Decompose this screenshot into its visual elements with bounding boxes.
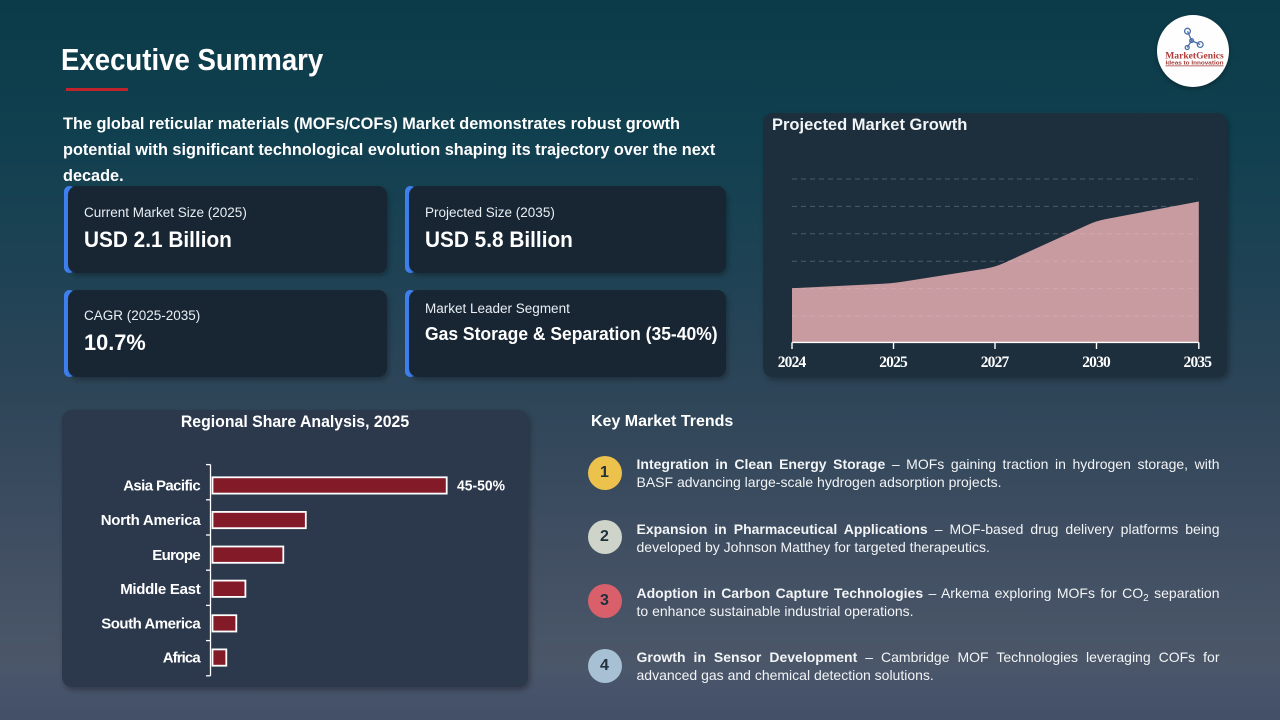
svg-text:2027: 2027: [981, 354, 1010, 371]
svg-text:2024: 2024: [778, 354, 807, 371]
svg-text:2030: 2030: [1082, 354, 1111, 371]
svg-text:Asia Pacific: Asia Pacific: [123, 478, 201, 495]
svg-text:North America: North America: [101, 512, 202, 529]
svg-text:45-50%: 45-50%: [457, 478, 505, 495]
svg-text:South America: South America: [101, 616, 201, 633]
svg-text:Ideas to Innovation: Ideas to Innovation: [1166, 61, 1225, 67]
svg-text:Middle East: Middle East: [120, 581, 201, 598]
svg-text:Africa: Africa: [163, 650, 202, 667]
svg-text:Europe: Europe: [152, 547, 201, 564]
svg-text:MarketGenics: MarketGenics: [1165, 51, 1224, 62]
svg-text:2035: 2035: [1184, 354, 1213, 371]
svg-text:2025: 2025: [879, 354, 908, 371]
